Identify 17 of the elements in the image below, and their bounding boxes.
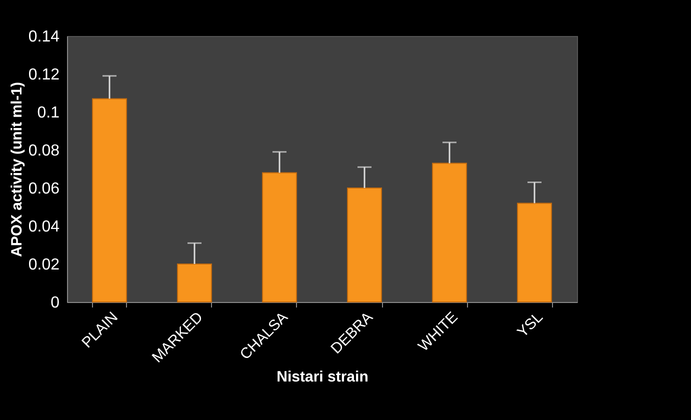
bar	[92, 98, 127, 302]
y-tick-label: 0.1	[37, 104, 60, 122]
y-tick-label: 0.02	[28, 256, 60, 274]
y-tick-label: 0	[50, 294, 60, 312]
y-tick-label: 0.04	[28, 218, 60, 236]
bar	[347, 188, 382, 302]
y-tick-label: 0.14	[28, 28, 60, 46]
x-tick-label: YSL	[514, 308, 546, 341]
bar	[517, 202, 552, 302]
y-tick-label: 0.08	[28, 142, 60, 160]
y-axis-title: APOX activity (unit ml-1)	[8, 82, 26, 258]
y-tick-label: 0.06	[28, 180, 60, 198]
bar	[262, 172, 297, 302]
bar	[432, 162, 467, 302]
bar	[177, 264, 212, 302]
y-tick-label: 0.12	[28, 66, 60, 84]
x-axis-title: Nistari strain	[276, 368, 368, 386]
